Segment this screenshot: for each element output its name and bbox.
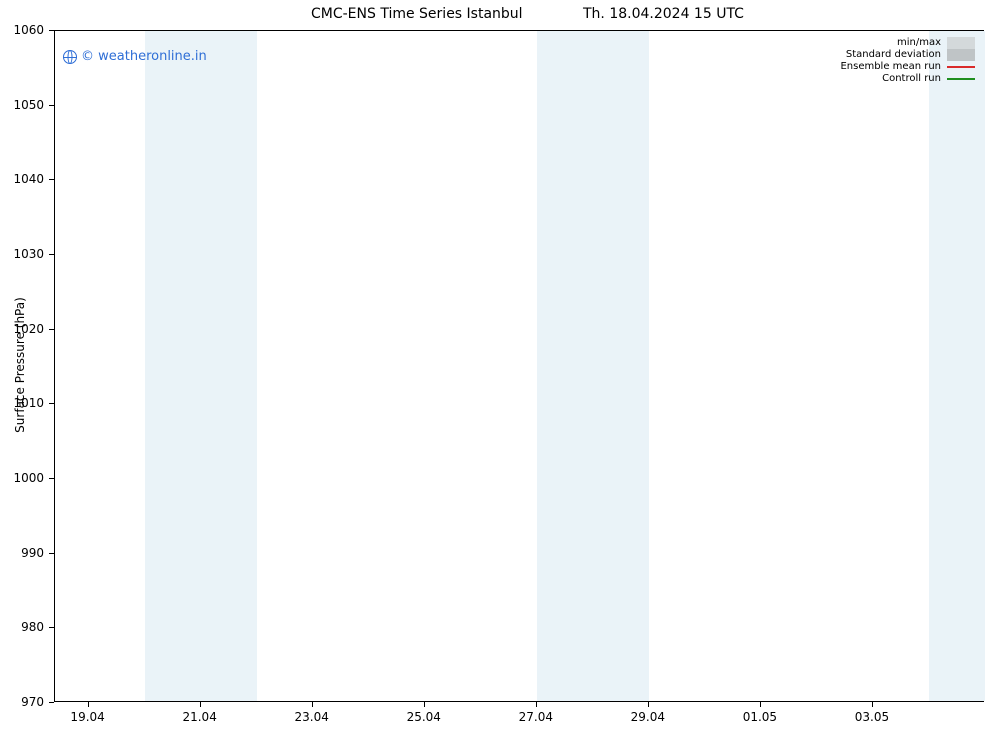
globe-icon	[63, 50, 77, 64]
legend-line-icon	[947, 66, 975, 68]
y-tick-label: 980	[0, 620, 44, 634]
x-tick-mark	[200, 702, 201, 707]
y-tick-label: 1010	[0, 396, 44, 410]
y-tick-mark	[49, 553, 54, 554]
y-tick-label: 1030	[0, 247, 44, 261]
x-tick-mark	[536, 702, 537, 707]
legend-item-label: Controll run	[882, 73, 941, 85]
x-tick-label: 21.04	[182, 710, 216, 724]
x-tick-mark	[424, 702, 425, 707]
x-tick-label: 29.04	[631, 710, 665, 724]
y-tick-label: 1020	[0, 322, 44, 336]
legend-swatch-icon	[947, 37, 975, 49]
y-tick-label: 990	[0, 546, 44, 560]
chart-container: CMC-ENS Time Series Istanbul Th. 18.04.2…	[0, 0, 1000, 733]
x-tick-mark	[760, 702, 761, 707]
legend-item-label: min/max	[897, 37, 941, 49]
y-axis-label: Surface Pressure (hPa)	[13, 290, 27, 440]
x-tick-mark	[872, 702, 873, 707]
y-tick-mark	[49, 627, 54, 628]
plot-area: © weatheronline.in min/maxStandard devia…	[54, 30, 984, 702]
chart-title-right: Th. 18.04.2024 15 UTC	[583, 6, 744, 22]
legend-item: Standard deviation	[840, 49, 975, 61]
legend-item: Controll run	[840, 73, 975, 85]
x-tick-label: 23.04	[295, 710, 329, 724]
y-tick-mark	[49, 105, 54, 106]
x-tick-label: 03.05	[855, 710, 889, 724]
y-tick-label: 1050	[0, 98, 44, 112]
y-tick-label: 1060	[0, 23, 44, 37]
chart-title-left: CMC-ENS Time Series Istanbul	[311, 6, 523, 22]
y-tick-label: 1000	[0, 471, 44, 485]
y-tick-label: 1040	[0, 172, 44, 186]
legend-item: min/max	[840, 37, 975, 49]
weekend-band	[537, 31, 649, 701]
x-tick-label: 27.04	[519, 710, 553, 724]
x-tick-label: 25.04	[407, 710, 441, 724]
y-tick-mark	[49, 254, 54, 255]
legend-swatch-icon	[947, 49, 975, 61]
legend: min/maxStandard deviationEnsemble mean r…	[840, 37, 975, 85]
legend-item: Ensemble mean run	[840, 61, 975, 73]
legend-line-icon	[947, 78, 975, 80]
x-tick-label: 01.05	[743, 710, 777, 724]
legend-item-label: Ensemble mean run	[840, 61, 941, 73]
x-tick-mark	[312, 702, 313, 707]
y-tick-mark	[49, 179, 54, 180]
legend-item-label: Standard deviation	[846, 49, 941, 61]
y-tick-mark	[49, 329, 54, 330]
y-tick-mark	[49, 478, 54, 479]
x-tick-label: 19.04	[70, 710, 104, 724]
watermark: © weatheronline.in	[63, 49, 207, 64]
y-tick-mark	[49, 30, 54, 31]
y-tick-mark	[49, 403, 54, 404]
weekend-band	[145, 31, 257, 701]
weekend-band	[929, 31, 985, 701]
y-tick-label: 970	[0, 695, 44, 709]
x-tick-mark	[88, 702, 89, 707]
watermark-text: © weatheronline.in	[81, 49, 207, 64]
y-tick-mark	[49, 702, 54, 703]
x-tick-mark	[648, 702, 649, 707]
